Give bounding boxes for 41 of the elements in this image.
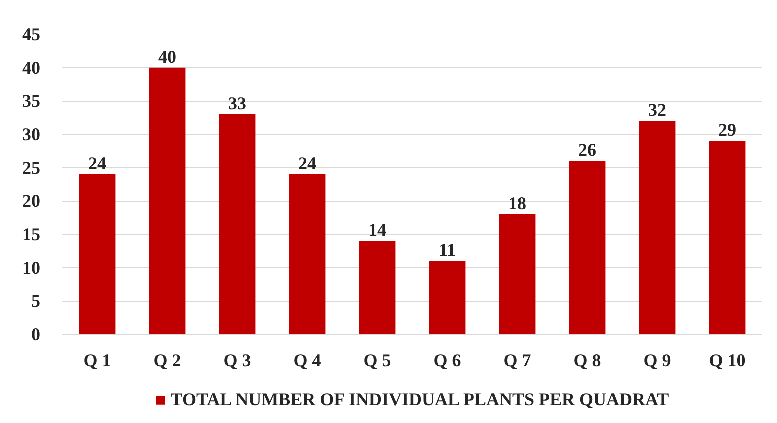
data-label: 14	[368, 220, 386, 240]
bar	[709, 141, 746, 334]
bar	[639, 121, 676, 334]
x-tick-label: Q 7	[504, 350, 532, 370]
x-tick-label: Q 8	[574, 350, 602, 370]
y-tick-label: 5	[32, 291, 40, 312]
x-tick-label: Q 5	[364, 350, 392, 370]
y-tick-label: 10	[22, 258, 40, 278]
x-tick-label: Q 6	[434, 350, 462, 370]
x-tick-label: Q 10	[709, 350, 746, 370]
y-tick-label: 0	[32, 324, 40, 344]
bar	[499, 214, 536, 334]
y-tick-label: 35	[22, 91, 40, 112]
bar	[569, 161, 606, 334]
x-tick-label: Q 3	[224, 350, 252, 370]
y-tick-label: 45	[22, 24, 40, 44]
data-label: 33	[228, 94, 246, 114]
bar	[149, 68, 186, 334]
bar	[289, 174, 326, 334]
data-label: 24	[298, 154, 316, 174]
data-label: 29	[718, 120, 736, 140]
y-tick-label: 30	[22, 124, 40, 144]
bar	[79, 174, 116, 334]
data-label: 32	[648, 100, 666, 120]
x-tick-label: Q 2	[154, 350, 182, 370]
data-label: 40	[158, 46, 176, 67]
x-tick-label: Q 1	[84, 350, 112, 370]
y-tick-label: 15	[22, 224, 40, 244]
data-label: 11	[438, 240, 456, 260]
y-tick-label: 40	[22, 58, 40, 78]
x-tick-label: Q 9	[644, 350, 672, 370]
data-label: 26	[578, 140, 596, 160]
y-tick-label: 20	[22, 191, 40, 212]
bar	[429, 261, 466, 334]
bar	[359, 241, 396, 334]
data-label: 24	[88, 154, 106, 174]
data-label: 18	[508, 194, 526, 214]
x-tick-label: Q 4	[294, 350, 322, 370]
legend-label: TOTAL NUMBER OF INDIVIDUAL PLANTS PER QUADRAT	[170, 390, 670, 410]
bar	[219, 114, 256, 334]
y-tick-label: 25	[22, 158, 40, 178]
